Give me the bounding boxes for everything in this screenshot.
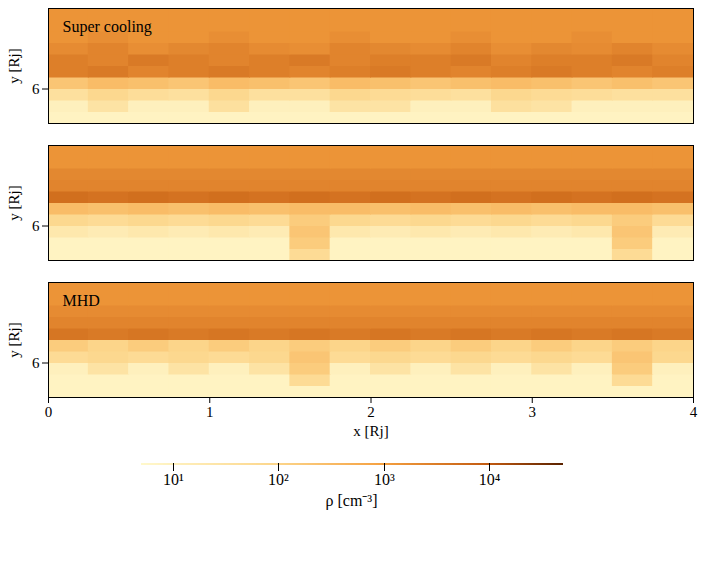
svg-text:6: 6 xyxy=(32,218,40,234)
svg-text:MHD: MHD xyxy=(63,292,100,309)
html-text:ρ [cm⁻³]: ρ [cm⁻³] xyxy=(325,492,378,509)
svg-text:0: 0 xyxy=(45,404,53,420)
svg-text:10³: 10³ xyxy=(374,471,395,488)
svg-text:10¹: 10¹ xyxy=(163,471,184,488)
svg-text:1: 1 xyxy=(206,404,214,420)
svg-text:10²: 10² xyxy=(268,471,289,488)
svg-text:2: 2 xyxy=(367,404,375,420)
svg-text:Super cooling: Super cooling xyxy=(63,18,152,36)
svg-text:x [Rj]: x [Rj] xyxy=(353,423,388,439)
svg-text:y [Rj]: y [Rj] xyxy=(6,322,22,357)
svg-text:3: 3 xyxy=(529,404,537,420)
svg-text:y [Rj]: y [Rj] xyxy=(6,185,22,220)
svg-text:y [Rj]: y [Rj] xyxy=(6,48,22,83)
svg-text:4: 4 xyxy=(690,404,698,420)
svg-text:6: 6 xyxy=(32,355,40,371)
svg-text:6: 6 xyxy=(32,81,40,97)
svg-text:10⁴: 10⁴ xyxy=(478,471,500,488)
